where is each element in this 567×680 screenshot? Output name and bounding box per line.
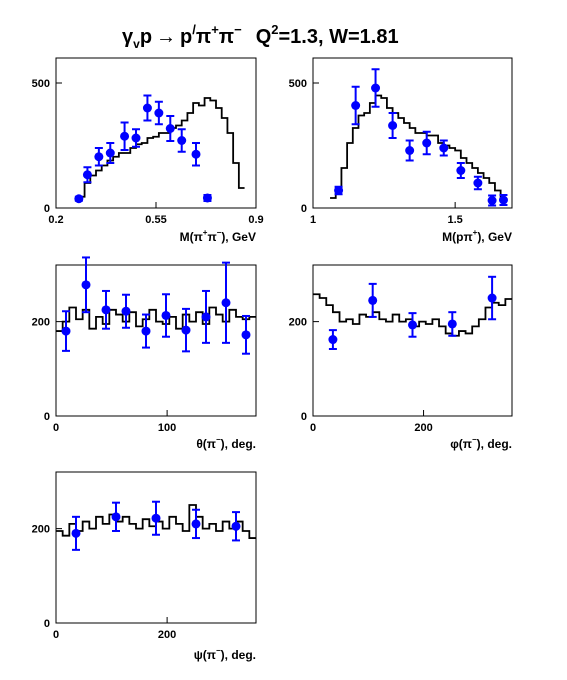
panel-4: 0 200 0 200 φ(π−), deg. [289, 264, 513, 451]
figure-title: γvp → p/π+π− Q2=1.3, W=1.81 [122, 22, 399, 51]
data-point [439, 143, 449, 153]
data-point [487, 293, 497, 303]
data-point [61, 326, 71, 336]
data-point [131, 133, 141, 143]
data-point [120, 131, 130, 141]
x-tick-label: 0 [53, 422, 59, 434]
data-point [405, 146, 415, 155]
data-point [408, 320, 417, 330]
x-axis-label: θ(π−), deg. [196, 435, 256, 451]
y-tick-label: 0 [301, 203, 307, 215]
data-point [94, 152, 104, 162]
data-point [241, 330, 251, 340]
data-point [141, 326, 151, 336]
x-tick-label: 0.2 [48, 214, 63, 226]
data-point [191, 519, 201, 529]
x-tick-label: 200 [414, 422, 432, 434]
x-tick-label: 1 [310, 214, 316, 226]
data-point [388, 121, 398, 130]
data-point [447, 319, 457, 329]
data-point [456, 166, 466, 175]
data-point [121, 306, 131, 316]
panel-3: 0 100 0 200 θ(π−), deg. [32, 256, 257, 451]
plot-frame [55, 264, 257, 417]
data-point [142, 103, 152, 113]
x-tick-label: 0.9 [248, 214, 263, 226]
y-tick-label: 0 [44, 618, 50, 630]
chart-panels: 0.2 0.55 0.9 0 500 M(π+π−), GeV 1 1.5 0 500 M(pπ+)… [32, 57, 513, 662]
data-point [351, 101, 361, 110]
plot-frame [312, 57, 513, 209]
data-point [154, 108, 164, 118]
x-tick-label: 100 [158, 422, 176, 434]
data-point [74, 194, 84, 204]
data-point [165, 124, 175, 133]
data-point [82, 170, 92, 180]
data-point [487, 196, 497, 205]
data-point [81, 280, 91, 290]
y-tick-label: 200 [32, 524, 50, 536]
model-histogram [330, 94, 507, 199]
panel-5: 0 200 0 200 ψ(π−), deg. [32, 471, 257, 662]
x-tick-label: 0 [310, 422, 316, 434]
data-point [473, 178, 483, 188]
panel-2: 1 1.5 0 500 M(pπ+), GeV [289, 57, 513, 244]
y-tick-label: 200 [289, 317, 307, 329]
data-point [201, 312, 211, 322]
data-point [334, 186, 344, 195]
panel-1: 0.2 0.55 0.9 0 500 M(π+π−), GeV [32, 57, 264, 244]
data-point [231, 521, 241, 531]
data-point [202, 193, 212, 203]
y-tick-label: 500 [289, 78, 307, 90]
data-point [368, 295, 378, 305]
data-point [328, 335, 338, 345]
data-point [221, 298, 231, 308]
plot-frame [312, 264, 513, 417]
data-point [101, 305, 111, 315]
plot-frame [55, 471, 257, 624]
model-histogram [56, 306, 256, 332]
x-axis-label: ψ(π−), deg. [194, 646, 256, 662]
x-tick-label: 0 [53, 629, 59, 641]
data-point [181, 325, 191, 335]
y-tick-label: 0 [44, 411, 50, 423]
x-tick-label: 0.55 [145, 214, 166, 226]
data-point [111, 512, 121, 522]
data-point [71, 528, 81, 538]
data-point [498, 195, 508, 205]
y-tick-label: 500 [32, 78, 50, 90]
x-tick-label: 1.5 [447, 214, 462, 226]
data-point [177, 136, 187, 145]
data-point [191, 149, 201, 159]
y-tick-label: 200 [32, 317, 50, 329]
data-point [161, 310, 171, 320]
plot-frame [55, 57, 257, 209]
data-point [151, 513, 161, 523]
x-axis-label: φ(π−), deg. [450, 435, 512, 451]
data-point [422, 138, 432, 148]
data-point [371, 83, 381, 93]
x-tick-label: 200 [158, 629, 176, 641]
x-axis-label: M(π+π−), GeV [180, 228, 256, 244]
model-histogram [78, 97, 245, 198]
y-tick-label: 0 [44, 203, 50, 215]
data-point [105, 148, 115, 158]
y-tick-label: 0 [301, 411, 307, 423]
x-axis-label: M(pπ+), GeV [442, 228, 512, 244]
